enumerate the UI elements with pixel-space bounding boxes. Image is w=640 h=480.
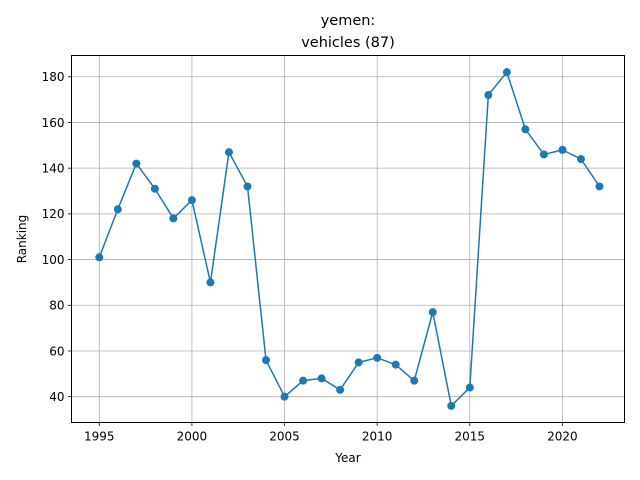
data-point (132, 159, 141, 168)
data-point (354, 358, 363, 367)
data-point (187, 196, 196, 205)
data-point (521, 125, 530, 134)
data-point (262, 356, 271, 365)
y-tick-label: 160 (42, 116, 65, 130)
series-line (95, 68, 604, 410)
y-tick-label: 60 (49, 344, 64, 358)
data-point (95, 253, 104, 262)
data-point (410, 376, 419, 385)
y-tick-label: 180 (42, 70, 65, 84)
data-point (317, 374, 326, 383)
data-point (576, 155, 585, 164)
x-tick-label: 2020 (547, 430, 578, 444)
chart-title-line2: vehicles (87) (301, 35, 395, 51)
data-point (280, 392, 289, 401)
data-point (169, 214, 178, 223)
x-tick-label: 2010 (362, 430, 393, 444)
x-tick-label: 2015 (455, 430, 486, 444)
plot-frame (71, 55, 625, 423)
series-path (98, 71, 601, 407)
data-point (539, 150, 548, 159)
data-point (224, 148, 233, 157)
data-point (373, 353, 382, 362)
x-axis-ticks: 1995 2000 2005 2010 2015 2020 (84, 422, 578, 444)
data-point (206, 278, 215, 287)
x-tick-label: 2000 (177, 430, 208, 444)
data-point (150, 184, 159, 193)
y-tick-label: 120 (42, 207, 65, 221)
data-point (558, 145, 567, 154)
x-axis-label: Year (334, 451, 360, 465)
data-point (299, 376, 308, 385)
y-axis-label: Ranking (15, 215, 29, 264)
chart-title-line1: yemen: (321, 13, 376, 29)
y-tick-label: 40 (49, 390, 64, 404)
data-point (113, 205, 122, 214)
y-tick-label: 140 (42, 161, 65, 175)
data-point (336, 385, 345, 394)
y-tick-label: 100 (42, 253, 65, 267)
data-point (465, 383, 474, 392)
y-axis-ticks: 40 60 80 100 120 140 160 180 (42, 70, 72, 404)
data-point (428, 308, 437, 317)
grid (71, 55, 625, 423)
x-tick-label: 2005 (269, 430, 300, 444)
data-point (502, 68, 511, 77)
data-point (484, 91, 493, 100)
data-point (447, 401, 456, 410)
x-tick-label: 1995 (84, 430, 115, 444)
data-point (595, 182, 604, 191)
data-point (391, 360, 400, 369)
data-point (243, 182, 252, 191)
y-tick-label: 80 (49, 299, 64, 313)
